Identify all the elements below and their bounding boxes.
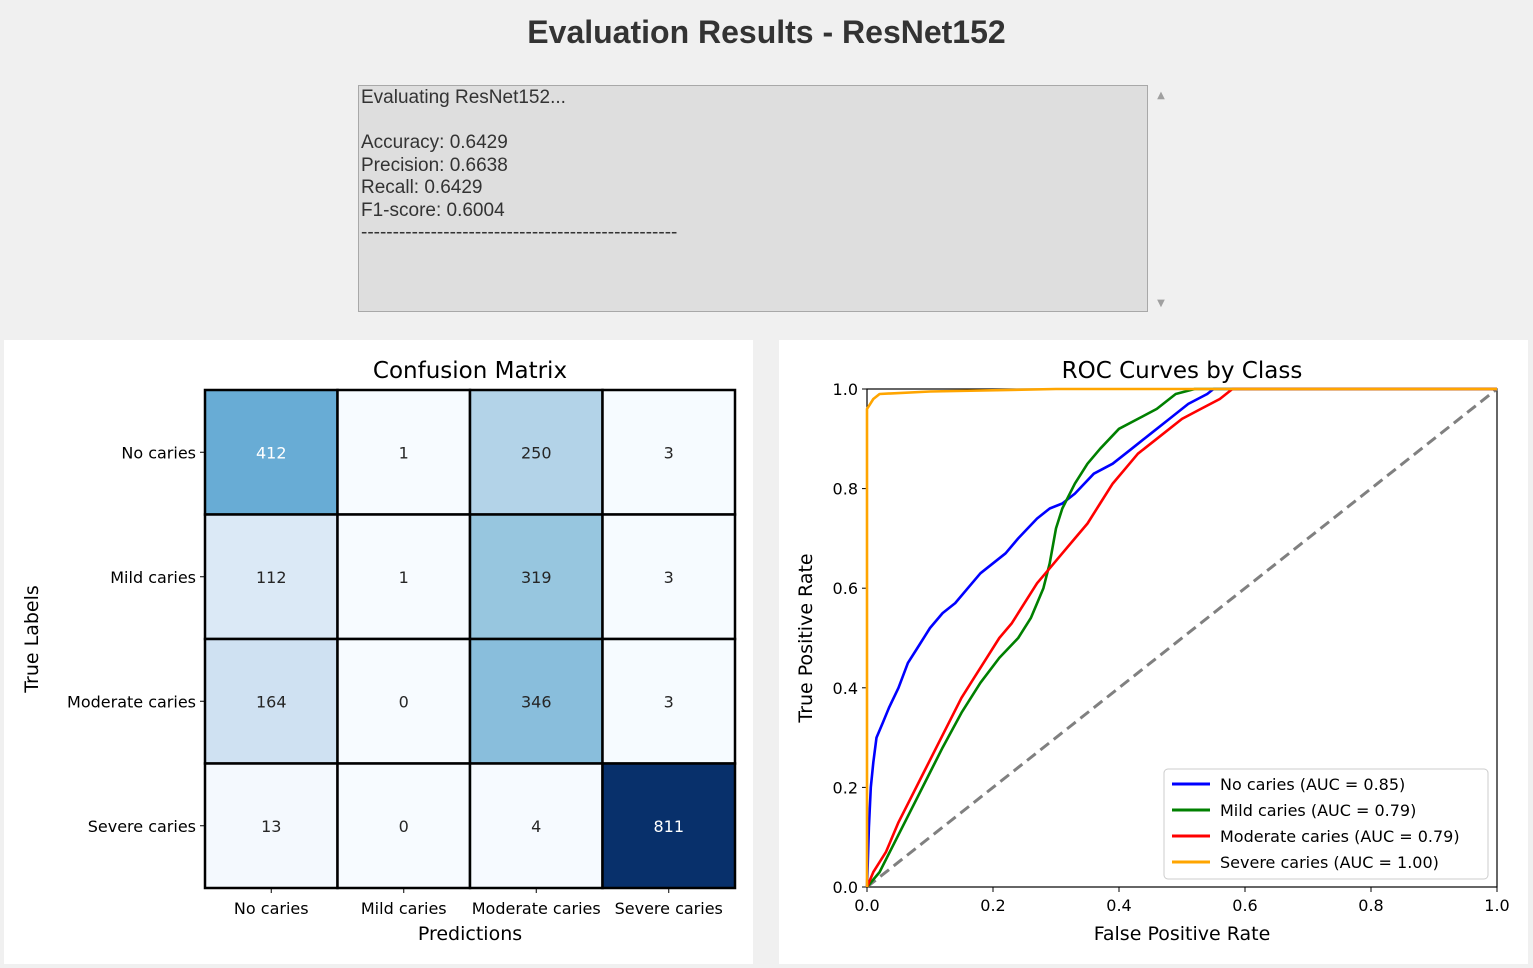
roc-series-line <box>865 387 1497 887</box>
cell-value-label: 811 <box>653 817 684 836</box>
x-tick-label: 0.0 <box>854 896 879 915</box>
cell-value-label: 3 <box>664 568 674 587</box>
y-axis-label: True Positive Rate <box>795 553 817 723</box>
log-line: Accuracy: 0.6429 <box>361 132 508 153</box>
heatmap-cell <box>601 762 737 890</box>
legend-label: No caries (AUC = 0.85) <box>1220 775 1405 794</box>
x-tick-label: 0.2 <box>980 896 1005 915</box>
cell-value-label: 112 <box>256 568 287 587</box>
confusion-matrix-chart: Confusion Matrix 412 1 250 3 112 1 319 3 164 0 346 3… <box>21 358 737 945</box>
legend-label: Mild caries (AUC = 0.79) <box>1220 801 1416 820</box>
y-tick-label: No caries <box>121 443 196 462</box>
y-axis-label: True Labels <box>21 585 43 694</box>
y-tick-label: Moderate caries <box>67 692 196 711</box>
cell-value-label: 3 <box>664 692 674 711</box>
page-title: Evaluation Results - ResNet152 <box>527 14 1006 50</box>
cell-value-label: 1 <box>399 568 409 587</box>
chart-title: Confusion Matrix <box>373 358 567 384</box>
x-axis-label: False Positive Rate <box>1094 923 1271 945</box>
legend-box <box>1163 768 1489 880</box>
cell-value-label: 319 <box>521 568 552 587</box>
cell-value-label: 346 <box>521 692 552 711</box>
x-tick-label: No caries <box>234 899 309 918</box>
heatmap-cell <box>336 388 472 516</box>
matrix-border <box>204 389 736 889</box>
log-line <box>361 110 1145 133</box>
y-tick-label: 1.0 <box>833 380 858 399</box>
chart-title: ROC Curves by Class <box>1062 358 1303 384</box>
cell-value-label: 4 <box>531 817 541 836</box>
scroll-up-arrow-icon[interactable]: ▲ <box>1157 90 1165 101</box>
x-tick-label: Severe caries <box>615 899 723 918</box>
x-tick-label: 1.0 <box>1484 896 1509 915</box>
cell-value-label: 164 <box>256 692 287 711</box>
heatmap-cell <box>203 388 339 516</box>
cell-value-label: 250 <box>521 443 552 462</box>
roc-series-line <box>866 387 1497 888</box>
roc-curve-chart: ROC Curves by Class 0.0 0.2 0.4 0.6 0.8 1.0 0.0… <box>795 358 1510 945</box>
cell-value-label: 0 <box>399 692 409 711</box>
y-tick-label: 0.6 <box>833 579 858 598</box>
log-line: Recall: 0.6429 <box>361 177 483 198</box>
confusion-matrix-panel: Confusion Matrix 412 1 250 3 112 1 319 3 164 0 346 3… <box>4 340 753 964</box>
heatmap-cell <box>336 637 472 765</box>
log-line: F1-score: 0.6004 <box>361 199 505 221</box>
y-tick-label: Mild caries <box>110 568 196 587</box>
x-axis-label: Predictions <box>418 923 522 945</box>
roc-series-line <box>865 387 1497 888</box>
x-tick-label: Moderate caries <box>472 899 601 918</box>
cell-value-label: 0 <box>399 817 409 836</box>
log-line: ----------------------------------------… <box>361 222 678 243</box>
log-line: Evaluating ResNet152... <box>361 87 566 108</box>
heatmap-cell <box>601 513 737 641</box>
legend-label: Moderate caries (AUC = 0.79) <box>1220 827 1460 846</box>
roc-curve-panel: ROC Curves by Class 0.0 0.2 0.4 0.6 0.8 1.0 0.0… <box>779 340 1528 964</box>
y-tick-label: 0.4 <box>833 679 858 698</box>
roc-series-line <box>865 387 1497 888</box>
scroll-down-arrow-icon[interactable]: ▼ <box>1157 298 1165 309</box>
x-tick-label: 0.4 <box>1106 896 1131 915</box>
cell-value-label: 1 <box>399 443 409 462</box>
cell-value-label: 13 <box>261 817 281 836</box>
cell-value-label: 412 <box>256 443 287 462</box>
chance-reference-line <box>866 387 1498 889</box>
results-log-textbox[interactable]: Evaluating ResNet152... Accuracy: 0.6429… <box>358 85 1148 312</box>
heatmap-cell <box>601 637 737 765</box>
x-tick-label: Mild caries <box>361 899 447 918</box>
y-tick-label: 0.2 <box>833 778 858 797</box>
x-tick-label: 0.6 <box>1232 896 1257 915</box>
y-tick-label: Severe caries <box>88 817 196 836</box>
cell-value-label: 3 <box>664 443 674 462</box>
y-tick-label: 0.0 <box>833 878 858 897</box>
log-line: Precision: 0.6638 <box>361 154 508 176</box>
legend-label: Severe caries (AUC = 1.00) <box>1220 853 1439 872</box>
heatmap-cell <box>336 762 472 890</box>
x-tick-label: 0.8 <box>1358 896 1383 915</box>
y-tick-label: 0.8 <box>833 480 858 499</box>
heatmap-cell <box>336 513 472 641</box>
